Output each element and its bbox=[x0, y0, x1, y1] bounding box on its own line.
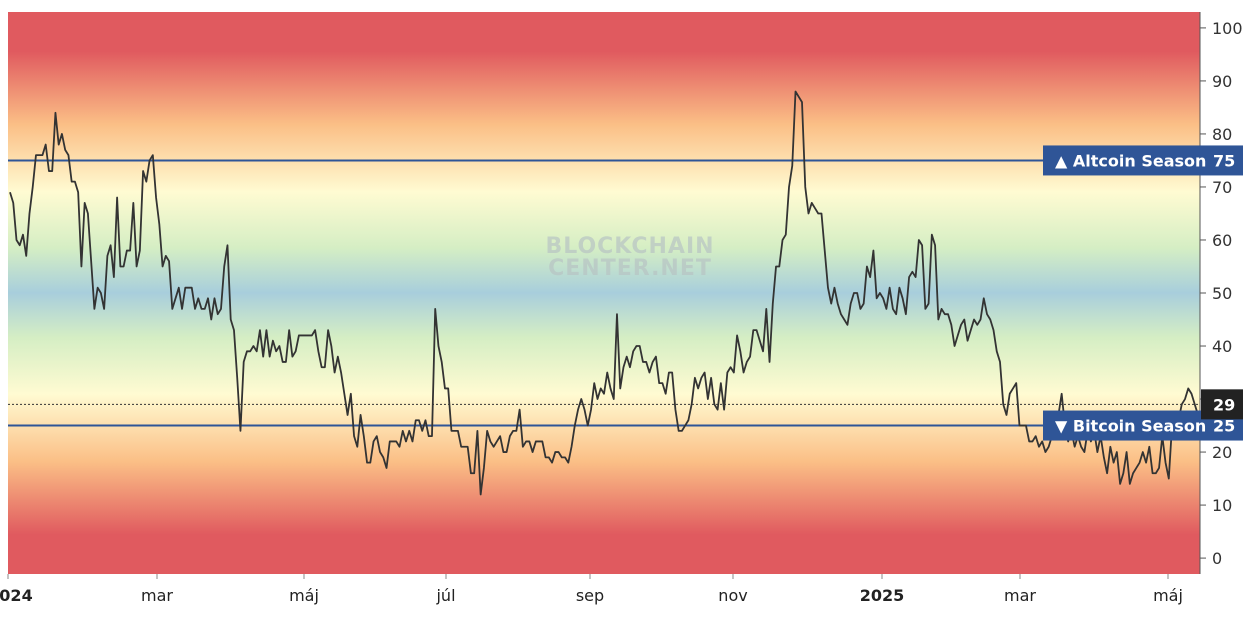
y-tick-label: 90 bbox=[1212, 72, 1232, 91]
threshold-value-label: 75 bbox=[1213, 151, 1235, 170]
y-tick-label: 20 bbox=[1212, 443, 1232, 462]
y-tick-label: 10 bbox=[1212, 496, 1232, 515]
y-axis-ticks: 0102030405060708090100 bbox=[1200, 19, 1243, 568]
y-tick-label: 70 bbox=[1212, 178, 1232, 197]
x-tick-label: mar bbox=[141, 586, 173, 605]
threshold-label-text: ▼ Bitcoin Season bbox=[1055, 417, 1206, 436]
series-line bbox=[9, 90, 1199, 496]
y-tick-label: 0 bbox=[1212, 549, 1222, 568]
threshold-value-label: 25 bbox=[1213, 417, 1235, 436]
x-tick-label: 024 bbox=[0, 586, 33, 605]
y-tick-label: 60 bbox=[1212, 231, 1232, 250]
x-axis-ticks: 024 mar máj júl sep nov 2025 mar máj bbox=[0, 574, 1183, 605]
y-tick-label: 100 bbox=[1212, 19, 1243, 38]
threshold-label-text: ▲ Altcoin Season bbox=[1055, 151, 1206, 170]
current-value-box bbox=[1201, 389, 1243, 420]
watermark: BLOCKCHAIN CENTER.NET bbox=[545, 234, 714, 281]
current-value-label: 29 bbox=[1213, 395, 1235, 414]
x-tick-label: 2025 bbox=[860, 586, 905, 605]
x-tick-label: júl bbox=[435, 586, 455, 605]
threshold-labels: ▲ Altcoin Season 75 ▼ Bitcoin Season 25 29 bbox=[1043, 145, 1243, 441]
x-tick-label: máj bbox=[1153, 586, 1183, 605]
threshold-label-box bbox=[1043, 145, 1243, 176]
y-tick-label: 40 bbox=[1212, 337, 1232, 356]
x-tick-label: mar bbox=[1004, 586, 1036, 605]
watermark-line-1: BLOCKCHAIN bbox=[545, 234, 714, 259]
watermark-line-2: CENTER.NET bbox=[548, 256, 712, 281]
x-tick-label: nov bbox=[718, 586, 747, 605]
y-tick-label: 50 bbox=[1212, 284, 1232, 303]
x-tick-label: máj bbox=[289, 586, 319, 605]
series-group bbox=[9, 90, 1199, 496]
y-tick-label: 80 bbox=[1212, 125, 1232, 144]
plot-background bbox=[8, 12, 1200, 574]
threshold-lines bbox=[8, 159, 1200, 427]
x-tick-label: sep bbox=[576, 586, 604, 605]
